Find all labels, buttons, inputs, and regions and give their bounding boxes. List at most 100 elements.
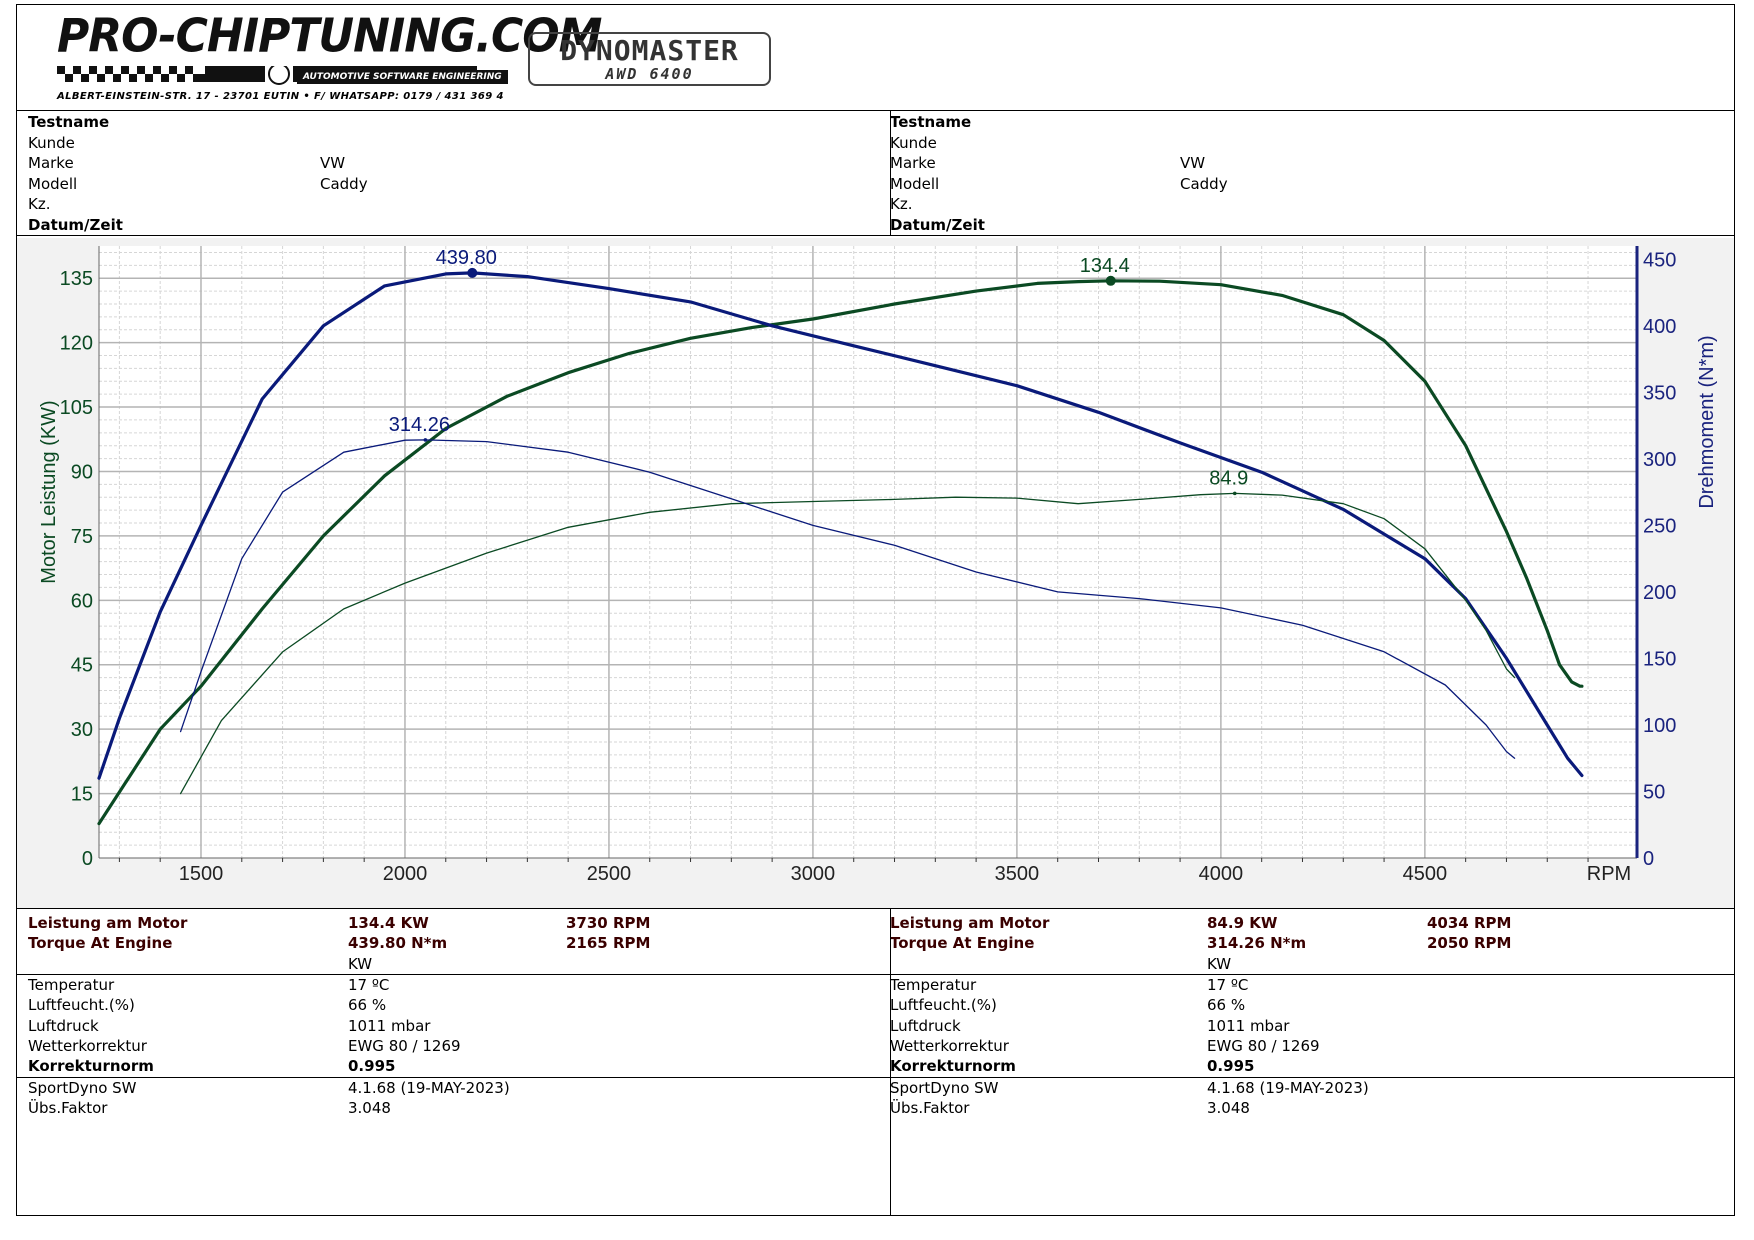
info-label: Modell [890,174,940,193]
y2-axis-title: Drehmoment (N*m) [1696,335,1718,508]
info-label: Datum/Zeit [890,215,985,234]
dyno-report-sheet: PRO-CHIPTUNING.COM AUTOMOTIVE SOFTWARE E… [16,4,1735,1216]
condition-value: 1011 mbar [348,1016,431,1035]
x-tick-label: 3000 [791,863,836,885]
logo-text: PRO-CHIPTUNING.COM [57,9,602,64]
info-label: Marke [890,154,936,172]
y2-tick-label: 300 [1643,449,1676,471]
software-label: SportDyno SW [890,1079,999,1097]
peak-marker [467,267,478,278]
condition-label: Luftfeucht.(%) [890,996,997,1015]
divider [17,110,1734,111]
condition-label: Korrekturnorm [890,1057,1016,1076]
condition-value: EWG 80 / 1269 [348,1036,461,1055]
x-tick-label: 4000 [1199,863,1244,885]
y2-tick-label: 150 [1643,648,1676,670]
y2-tick-label: 100 [1643,715,1676,737]
y-tick-label: 0 [82,848,93,870]
condition-label: Korrekturnorm [28,1057,154,1076]
y-tick-label: 60 [71,590,93,612]
condition-value: EWG 80 / 1269 [1207,1036,1320,1055]
y2-tick-label: 350 [1643,382,1676,404]
condition-label: Luftdruck [28,1016,99,1035]
condition-value: 66 % [348,996,387,1015]
condition-label: Temperatur [28,976,115,994]
dyno-chart: 1500 2000 2500 3000 3500 4000 4500 RPM015304560… [17,238,1734,908]
software-label: SportDyno SW [28,1079,137,1097]
condition-label: Luftdruck [890,1016,961,1035]
condition-value: 17 ºC [348,976,390,994]
condition-value: 0.995 [348,1057,396,1076]
info-label: Kz. [890,195,913,213]
y-tick-label: 120 [60,333,93,355]
y-axis-title: Motor Leistung (KW) [38,400,60,583]
y-tick-label: 135 [60,268,93,290]
power-label: Leistung am Motor [890,914,1050,932]
power-value: 84.9 KW [1207,914,1278,932]
peak-label: 84.9 [1209,467,1248,489]
column-divider [890,110,891,235]
info-label: Kunde [28,133,75,152]
divider [17,235,1734,236]
software-value: 4.1.68 (19-MAY-2023) [348,1079,510,1097]
divider [17,1077,1734,1078]
plot-area [99,246,1637,858]
condition-value: 17 ºC [1207,976,1249,994]
software-label: Übs.Faktor [28,1099,108,1118]
condition-value: 0.995 [1207,1057,1255,1076]
info-label: Testname [28,113,110,131]
peak-label: 314.26 [389,414,450,436]
column-divider [890,908,891,1215]
company-logo: PRO-CHIPTUNING.COM AUTOMOTIVE SOFTWARE E… [57,10,602,105]
info-value: VW [320,154,346,172]
condition-label: Wetterkorrektur [890,1036,1009,1055]
torque-rpm: 2050 RPM [1427,934,1512,952]
condition-value: 66 % [1207,996,1246,1015]
logo-tagline: AUTOMOTIVE SOFTWARE ENGINEERING [297,70,508,84]
y2-tick-label: 200 [1643,582,1676,604]
y-tick-label: 105 [60,397,93,419]
x-tick-label: 2500 [587,863,632,885]
y2-tick-label: 400 [1643,316,1676,338]
x-tick-label: 1500 [179,863,224,885]
y2-tick-label: 450 [1643,249,1676,271]
x-tick-label: 2000 [383,863,428,885]
torque-rpm: 2165 RPM [566,934,651,952]
info-label: Kz. [28,195,51,213]
y2-tick-label: 0 [1643,848,1654,870]
condition-label: Luftfeucht.(%) [28,996,135,1015]
x-tick-label: 3500 [995,863,1040,885]
y2-tick-label: 50 [1643,781,1665,803]
divider [17,974,1734,975]
x-axis-title: RPM [1587,863,1631,885]
dynomaster-badge: DYNOMASTER AWD 6400 [528,32,771,86]
condition-label: Wetterkorrektur [28,1036,147,1055]
torque-value: 314.26 N*m [1207,934,1307,952]
info-value: VW [1180,154,1206,172]
y-tick-label: 30 [71,719,93,741]
power-label: Leistung am Motor [28,914,188,932]
info-label: Modell [28,174,78,193]
y-tick-label: 90 [71,461,93,483]
y2-tick-label: 250 [1643,515,1676,537]
info-label: Testname [890,113,972,131]
condition-label: Temperatur [890,976,977,994]
peak-point [1232,491,1237,496]
series-line-0 [97,279,1584,826]
x-tick-label: 4500 [1403,863,1448,885]
power-unit: KW [1207,955,1232,973]
torque-label: Torque At Engine [890,934,1035,952]
dyno-model: AWD 6400 [605,65,694,83]
power-unit: KW [348,955,373,973]
y-tick-label: 15 [71,784,93,806]
info-label: Kunde [890,133,937,152]
info-label: Marke [28,154,74,172]
condition-value: 1011 mbar [1207,1016,1290,1035]
info-value: Caddy [320,174,368,193]
software-value: 4.1.68 (19-MAY-2023) [1207,1079,1369,1097]
torque-value: 439.80 N*m [348,934,448,952]
software-value: 3.048 [348,1099,391,1118]
software-label: Übs.Faktor [890,1099,970,1118]
peak-label: 439.80 [436,247,497,269]
y-tick-label: 45 [71,655,93,677]
